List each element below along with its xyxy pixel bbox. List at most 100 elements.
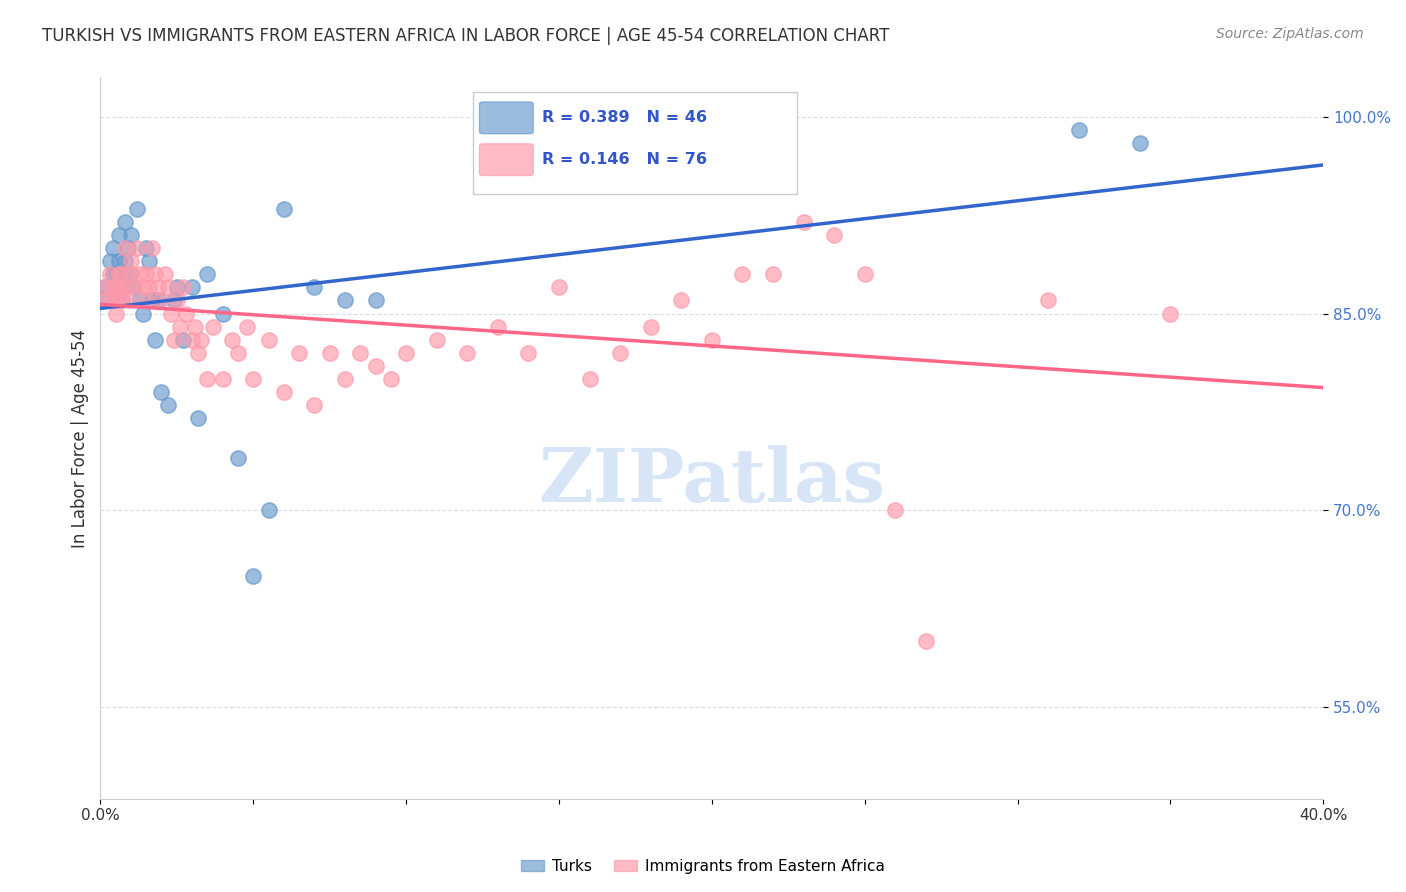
Point — [150, 385, 173, 400]
Point — [349, 346, 371, 360]
Point — [640, 319, 662, 334]
Point — [132, 306, 155, 320]
Point — [1067, 123, 1090, 137]
Point — [135, 241, 157, 255]
Text: TURKISH VS IMMIGRANTS FROM EASTERN AFRICA IN LABOR FORCE | AGE 45-54 CORRELATION: TURKISH VS IMMIGRANTS FROM EASTERN AFRIC… — [42, 27, 890, 45]
Point — [125, 202, 148, 216]
Point — [187, 411, 209, 425]
Point — [884, 503, 907, 517]
Point — [517, 346, 540, 360]
Point — [101, 267, 124, 281]
Point — [181, 333, 204, 347]
Point — [141, 241, 163, 255]
Point — [107, 267, 129, 281]
Point — [135, 293, 157, 308]
Y-axis label: In Labor Force | Age 45-54: In Labor Force | Age 45-54 — [72, 328, 89, 548]
Point — [426, 333, 449, 347]
Point — [120, 267, 142, 281]
Point — [853, 267, 876, 281]
Point — [548, 280, 571, 294]
Point — [111, 293, 134, 308]
Point — [181, 280, 204, 294]
Point — [202, 319, 225, 334]
FancyBboxPatch shape — [474, 92, 797, 194]
Point — [700, 333, 723, 347]
Point — [163, 333, 186, 347]
Point — [93, 280, 115, 294]
Text: ZIPatlas: ZIPatlas — [538, 445, 886, 518]
Point — [190, 333, 212, 347]
Point — [101, 241, 124, 255]
Point — [96, 293, 118, 308]
Point — [120, 267, 142, 281]
Point — [318, 346, 340, 360]
Point — [456, 346, 478, 360]
Point — [104, 267, 127, 281]
Point — [150, 293, 173, 308]
Point — [96, 280, 118, 294]
Point — [364, 293, 387, 308]
Point — [132, 280, 155, 294]
Point — [762, 267, 785, 281]
Point — [273, 385, 295, 400]
Point — [101, 280, 124, 294]
Point — [609, 346, 631, 360]
Point — [578, 372, 600, 386]
Legend: Turks, Immigrants from Eastern Africa: Turks, Immigrants from Eastern Africa — [515, 853, 891, 880]
Point — [135, 267, 157, 281]
Point — [211, 372, 233, 386]
Point — [138, 254, 160, 268]
Point — [731, 267, 754, 281]
Point — [107, 254, 129, 268]
Point — [111, 280, 134, 294]
Point — [221, 333, 243, 347]
Point — [364, 359, 387, 373]
Point — [172, 280, 194, 294]
Point — [242, 569, 264, 583]
Point — [257, 503, 280, 517]
Point — [117, 293, 139, 308]
Point — [211, 306, 233, 320]
Point — [914, 634, 936, 648]
Point — [141, 293, 163, 308]
Point — [159, 306, 181, 320]
Point — [120, 254, 142, 268]
Point — [273, 202, 295, 216]
Point — [226, 450, 249, 465]
Point — [122, 280, 145, 294]
Point — [138, 280, 160, 294]
Point — [101, 293, 124, 308]
Point — [117, 241, 139, 255]
Point — [1129, 136, 1152, 150]
Point — [111, 293, 134, 308]
Point — [236, 319, 259, 334]
Point — [111, 267, 134, 281]
Point — [163, 293, 186, 308]
Point — [107, 280, 129, 294]
Point — [93, 293, 115, 308]
Point — [257, 333, 280, 347]
Point — [129, 293, 152, 308]
Point — [153, 267, 176, 281]
Text: Source: ZipAtlas.com: Source: ZipAtlas.com — [1216, 27, 1364, 41]
Point — [1159, 306, 1181, 320]
Point — [174, 306, 197, 320]
Point — [148, 293, 170, 308]
Point — [98, 267, 121, 281]
Point — [107, 280, 129, 294]
Point — [114, 254, 136, 268]
Point — [114, 241, 136, 255]
Point — [114, 280, 136, 294]
Point — [187, 346, 209, 360]
Point — [288, 346, 311, 360]
Point — [333, 293, 356, 308]
Point — [184, 319, 207, 334]
Point — [486, 319, 509, 334]
Point — [114, 215, 136, 229]
Point — [195, 267, 218, 281]
Point — [1036, 293, 1059, 308]
Point — [304, 398, 326, 412]
Point — [380, 372, 402, 386]
Point — [111, 267, 134, 281]
Point — [107, 227, 129, 242]
